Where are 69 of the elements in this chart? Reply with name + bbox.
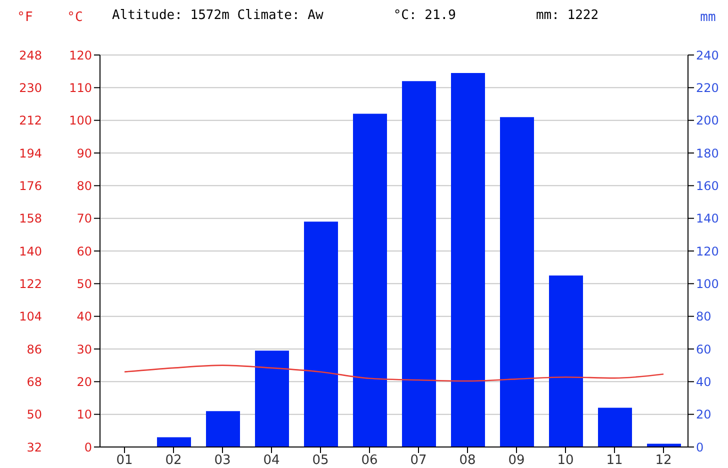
y2-tick-label: 140 (696, 212, 719, 226)
x-tick-label: 01 (116, 453, 133, 468)
y2-tick-label: 60 (696, 342, 712, 356)
bar (304, 222, 338, 447)
x-tick-label: 09 (508, 453, 525, 468)
bar (206, 411, 240, 447)
bar (647, 444, 681, 447)
x-tick-label: 03 (214, 453, 231, 468)
y3-tick-label: 230 (19, 80, 42, 95)
x-tick-label: 08 (459, 453, 476, 468)
y3-tick-label: 122 (19, 276, 42, 291)
y3-tick-label: 158 (19, 212, 42, 226)
x-tick-label: 02 (165, 453, 182, 468)
bar (598, 408, 632, 447)
y-tick-label: 20 (76, 374, 92, 389)
y3-tick-label: 86 (26, 342, 42, 356)
y2-tick-label: 20 (696, 408, 712, 422)
y3-tick-label: 176 (19, 178, 42, 193)
bar (402, 81, 436, 447)
y-tick-label: 100 (69, 114, 92, 128)
x-tick-label: 10 (557, 453, 574, 468)
y3-tick-label: 32 (26, 440, 42, 454)
bar (500, 117, 534, 447)
y-tick-label: 0 (84, 440, 92, 454)
y2-tick-label: 240 (696, 48, 719, 62)
y3-tick-label: 104 (19, 310, 42, 324)
y-tick-label: 30 (76, 342, 92, 356)
y3-tick-label: 50 (26, 408, 42, 422)
y-tick-label: 90 (76, 146, 92, 160)
y-tick-label: 110 (69, 80, 92, 95)
chart-title: Altitude: 1572m Climate: Aw (112, 8, 324, 23)
x-tick-label: 07 (410, 453, 427, 468)
y2-tick-label: 120 (696, 244, 719, 258)
y2-tick-label: 0 (696, 440, 704, 454)
y3-tick-label: 140 (19, 244, 42, 258)
y-tick-label: 50 (76, 276, 92, 291)
text: mm: 1222 (536, 8, 599, 23)
y2-tick-label: 100 (696, 276, 719, 291)
x-tick-label: 04 (263, 453, 280, 468)
y2-tick-label: 200 (696, 114, 719, 128)
x-tick-label: 12 (655, 453, 672, 468)
y2-tick-label: 180 (696, 146, 719, 160)
y-tick-label: 120 (69, 48, 92, 62)
bar (451, 72, 485, 447)
x-tick-label: 06 (361, 453, 378, 468)
x-tick-label: 05 (312, 453, 329, 468)
y-tick-label: 60 (76, 244, 92, 258)
text: °C: 21.9 (393, 8, 456, 23)
y3-tick-label: 248 (19, 48, 42, 62)
bar (157, 437, 191, 447)
y3-axis-title: °F (17, 10, 33, 25)
x-tick-label: 11 (606, 453, 623, 468)
y3-tick-label: 194 (19, 146, 42, 160)
y3-tick-label: 212 (19, 114, 42, 128)
y-tick-label: 80 (76, 178, 92, 193)
y-tick-label: 70 (76, 212, 92, 226)
y3-tick-label: 68 (26, 374, 42, 389)
y2-axis-title: mm (700, 10, 716, 25)
y2-tick-label: 80 (696, 310, 712, 324)
y-tick-label: 10 (76, 408, 92, 422)
y-tick-label: 40 (76, 310, 92, 324)
bar (549, 276, 583, 447)
line-series (124, 364, 664, 382)
y-axis-title: °C (67, 10, 83, 25)
y2-tick-label: 220 (696, 80, 719, 95)
bar (353, 114, 387, 447)
y2-tick-label: 160 (696, 178, 719, 193)
y2-tick-label: 40 (696, 374, 712, 389)
bar (255, 350, 289, 447)
